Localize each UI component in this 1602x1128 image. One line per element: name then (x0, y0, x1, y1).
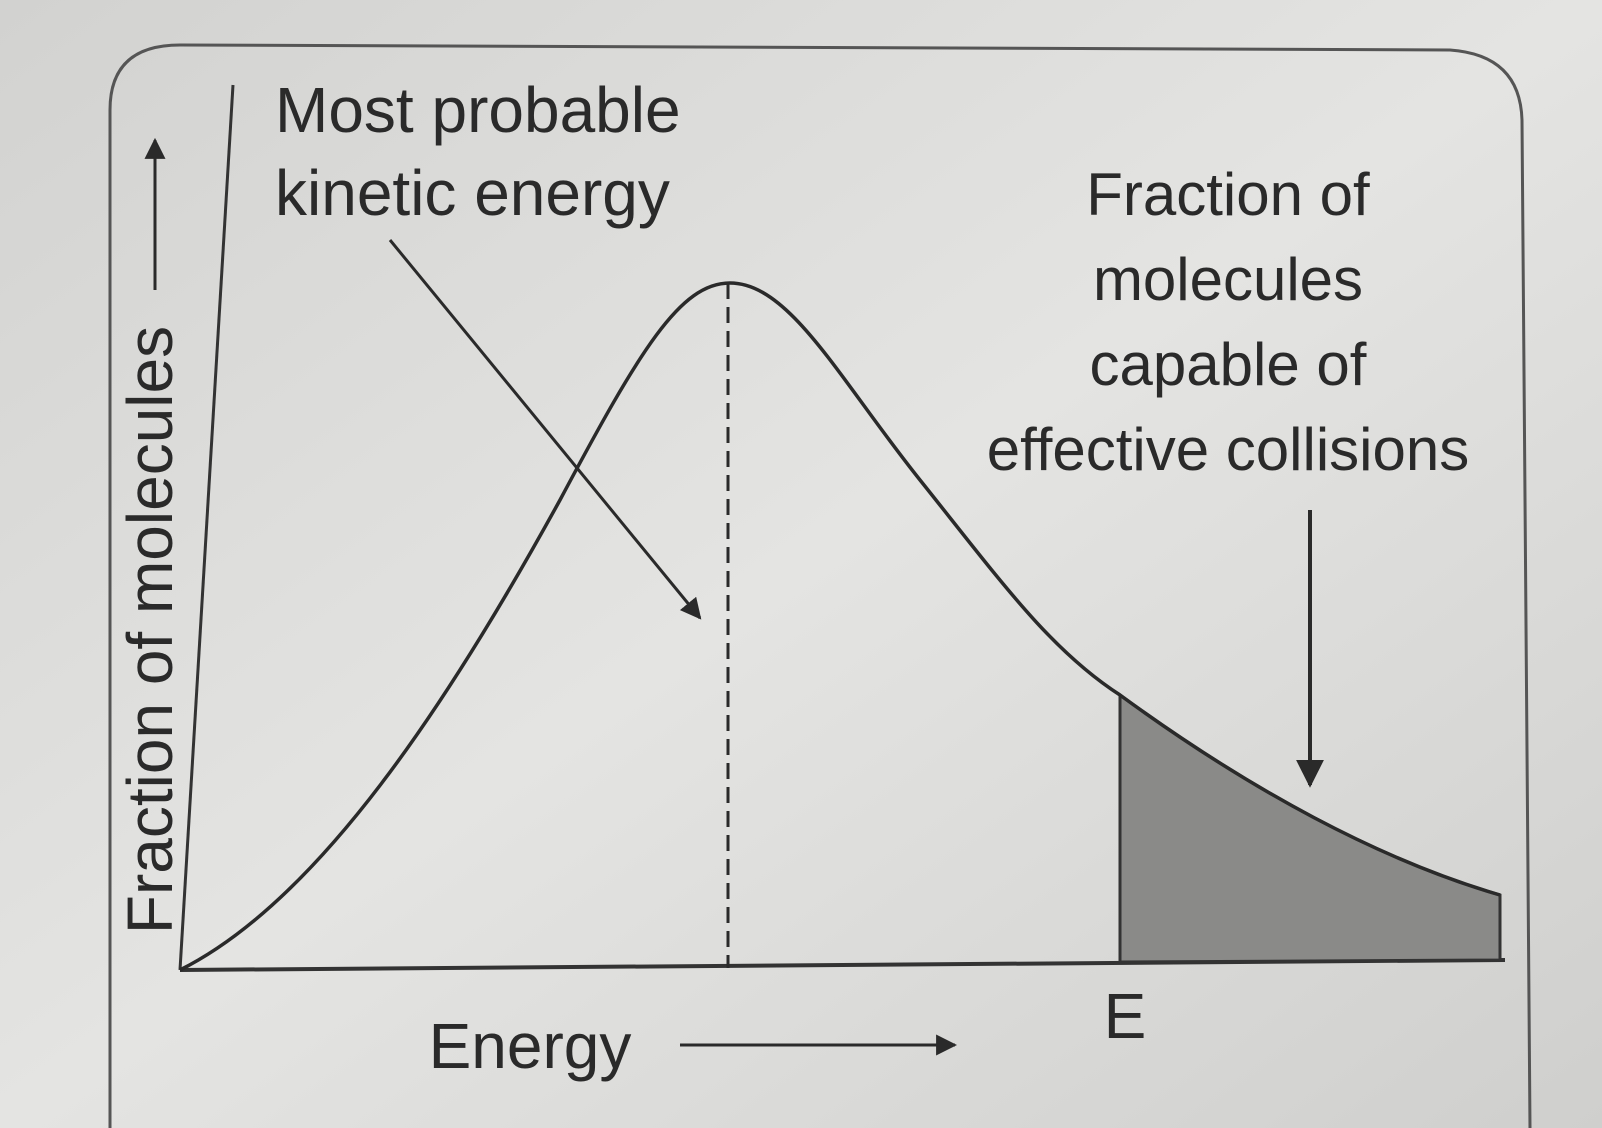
annotation-line: effective collisions (987, 416, 1469, 483)
threshold-label: E (1104, 980, 1147, 1052)
annotation-line: molecules (1093, 246, 1363, 313)
annotation-line: capable of (1090, 331, 1367, 398)
y-axis (178, 84, 235, 971)
annotation-line: Fraction of (1086, 161, 1370, 228)
x-axis-label: Energy (429, 1010, 632, 1082)
annotation-line: kinetic energy (275, 157, 670, 229)
distribution-curve (179, 281, 1501, 972)
frame (108, 43, 1532, 1128)
y-axis-label: Fraction of molecules (114, 326, 186, 934)
annotation-line: Most probable (275, 74, 681, 146)
pointer-arrow (388, 239, 702, 620)
